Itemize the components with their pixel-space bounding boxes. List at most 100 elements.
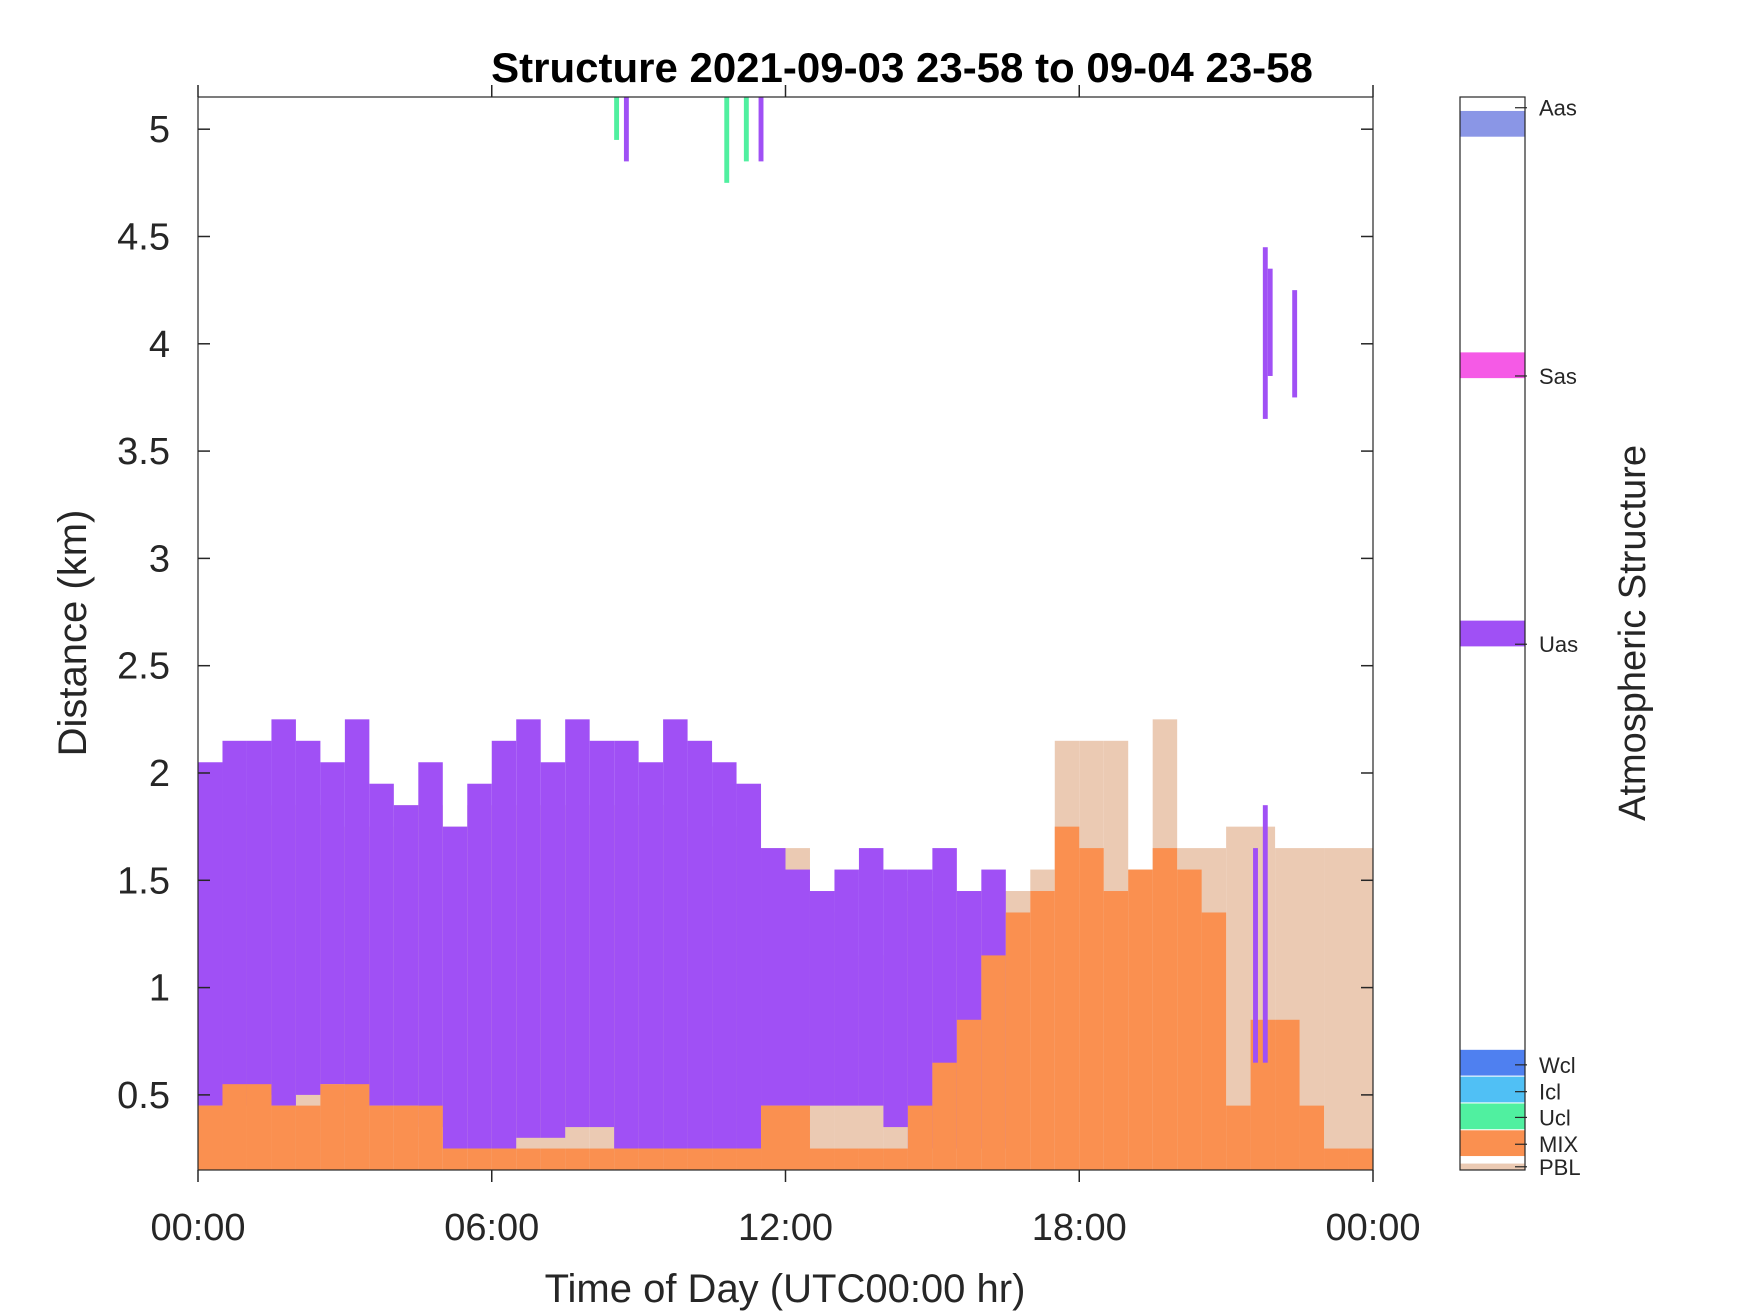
mix-bar [663, 1148, 688, 1170]
x-tick-label: 00:00 [150, 1207, 245, 1249]
uas-bar [222, 740, 247, 1106]
colorbar-label-mix: MIX [1539, 1132, 1578, 1157]
mix-bar [614, 1148, 639, 1170]
mix-bar [442, 1148, 468, 1170]
mix-bar [1324, 1148, 1349, 1170]
uas-segment [1253, 848, 1258, 1063]
ucl-segment [614, 97, 620, 140]
mix-bar [491, 1148, 517, 1170]
mix-bar [540, 1148, 566, 1170]
colorbar-label-pbl: PBL [1539, 1155, 1581, 1180]
uas-bar [198, 762, 223, 1106]
colorbar-label-uas: Uas [1539, 632, 1578, 657]
uas-bar [712, 762, 737, 1149]
x-axis-label: Time of Day (UTC00:00 hr) [545, 1267, 1026, 1311]
mix-bar [883, 1148, 908, 1170]
mix-bar [638, 1148, 664, 1170]
uas-bar [565, 719, 590, 1128]
mix-bar [246, 1084, 272, 1170]
mix-bar [907, 1105, 933, 1170]
colorbar-swatch-ucl [1460, 1103, 1525, 1130]
y-tick-label: 0.5 [117, 1075, 170, 1117]
mix-bar [1079, 848, 1104, 1170]
mix-bar [981, 955, 1006, 1170]
mix-bar [1299, 1105, 1325, 1170]
uas-bar [369, 783, 394, 1106]
mix-bar [785, 1105, 810, 1170]
mix-bar [1275, 1019, 1300, 1170]
mix-bar [516, 1148, 541, 1170]
x-tick-label: 06:00 [444, 1207, 539, 1249]
uas-bar [858, 848, 884, 1106]
uas-bar [442, 826, 468, 1149]
mix-bar [320, 1084, 345, 1170]
x-tick-label: 12:00 [738, 1207, 833, 1249]
y-tick-label: 3.5 [117, 431, 170, 473]
uas-bar [809, 891, 835, 1106]
colorbar-label-sas: Sas [1539, 364, 1577, 389]
mix-bar [1054, 826, 1080, 1170]
mix-bar [1152, 848, 1178, 1170]
uas-bar [344, 719, 370, 1106]
uas-bar [883, 869, 908, 1128]
colorbar-swatch-wcl [1460, 1049, 1525, 1076]
axes: 00:00 06:00 12:00 18:00 00:00 0.5 1 1.5 2 2.5 3 3.5… [117, 85, 1421, 1249]
uas-bar [467, 783, 492, 1149]
uas-segment [758, 97, 764, 162]
mix-bar [295, 1105, 321, 1170]
mix-bar [932, 1062, 957, 1170]
mix-bar [369, 1105, 394, 1170]
uas-segment [623, 97, 629, 162]
uas-segment [1267, 268, 1273, 376]
y-tick-label: 1 [149, 968, 170, 1010]
y-tick-label: 2.5 [117, 646, 170, 688]
mix-bar [834, 1148, 859, 1170]
mix-bar [736, 1148, 762, 1170]
y-tick-label: 3 [149, 538, 170, 580]
ucl-segment [724, 97, 730, 183]
mix-bar [344, 1084, 370, 1170]
plot-area [198, 97, 1373, 1170]
y-tick-label: 2 [149, 753, 170, 795]
mix-bar [809, 1148, 835, 1170]
uas-bar [614, 740, 639, 1149]
uas-bar [638, 762, 664, 1149]
colorbar-swatch-uas [1460, 620, 1525, 647]
uas-segment [1292, 290, 1298, 398]
colorbar-swatch-mix [1460, 1130, 1525, 1157]
colorbar-swatch-sas [1460, 352, 1525, 379]
mix-bar [687, 1148, 713, 1170]
mix-bar [1226, 1105, 1251, 1170]
uas-bar [393, 805, 419, 1106]
colorbar-swatch-aas [1460, 110, 1525, 137]
mix-bar [271, 1105, 296, 1170]
mix-bar [393, 1105, 419, 1170]
uas-bar [540, 762, 566, 1138]
colorbar-swatch-pbl [1460, 1163, 1525, 1170]
colorbar-frame [1459, 96, 1526, 1171]
mix-bar [1030, 891, 1055, 1170]
colorbar-label-icl: Icl [1539, 1080, 1561, 1105]
uas-bar [663, 719, 688, 1149]
uas-bar [589, 740, 615, 1128]
colorbar-label-wcl: Wcl [1539, 1053, 1576, 1078]
mix-bar [467, 1148, 492, 1170]
colorbar-title: Atmospheric Structure [1612, 445, 1654, 821]
x-tick-label: 00:00 [1325, 1207, 1420, 1249]
uas-bar [246, 740, 272, 1095]
mix-bar [1128, 869, 1153, 1170]
mix-bar [761, 1105, 786, 1170]
mix-bar [1005, 912, 1031, 1170]
y-axis-label: Distance (km) [51, 510, 95, 757]
uas-bar [516, 719, 541, 1138]
mix-bar [858, 1148, 884, 1170]
chart-title: Structure 2021-09-03 23-58 to 09-04 23-5… [491, 44, 1313, 91]
mix-bar [222, 1084, 247, 1170]
uas-bar [761, 848, 786, 1106]
colorbar-label-ucl: Ucl [1539, 1105, 1571, 1130]
uas-bar [907, 869, 933, 1149]
colorbar-label-aas: Aas [1539, 96, 1577, 121]
uas-bar [295, 740, 321, 1095]
